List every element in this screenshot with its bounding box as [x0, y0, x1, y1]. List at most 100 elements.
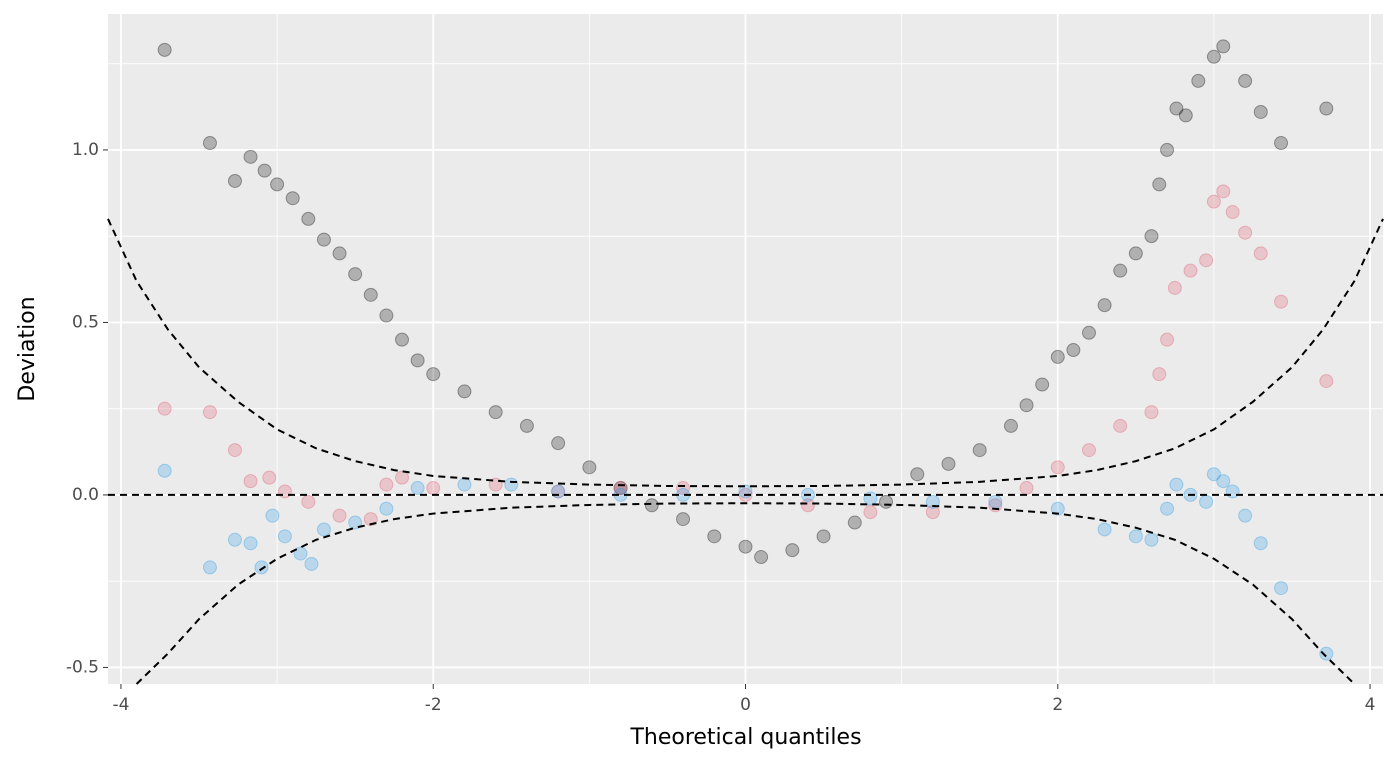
point [410, 353, 425, 368]
x-tick-label: -2 [425, 695, 442, 715]
point [1253, 246, 1268, 261]
point [972, 443, 987, 458]
point [988, 494, 1003, 509]
point [1178, 108, 1193, 123]
point [277, 529, 292, 544]
y-tick-label: -0.5 [66, 657, 99, 677]
point [1035, 377, 1050, 392]
point [816, 529, 831, 544]
point [800, 498, 815, 513]
point [379, 308, 394, 323]
point [1199, 253, 1214, 268]
point [157, 42, 172, 57]
point [227, 532, 242, 547]
point [925, 494, 940, 509]
point [301, 494, 316, 509]
y-tick-label: 0.0 [72, 485, 99, 505]
point [1019, 398, 1034, 413]
point [254, 560, 269, 575]
point [363, 287, 378, 302]
point [1225, 484, 1240, 499]
point [785, 543, 800, 558]
reference-line [107, 218, 1384, 488]
point [582, 460, 597, 475]
point [1216, 184, 1231, 199]
point [410, 481, 425, 496]
point [519, 418, 534, 433]
point [257, 163, 272, 178]
point [1152, 367, 1167, 382]
point [293, 546, 308, 561]
point [1097, 298, 1112, 313]
point [1167, 280, 1182, 295]
point [1160, 332, 1175, 347]
x-axis-title: Theoretical quantiles [629, 725, 861, 750]
point [754, 550, 769, 565]
point [202, 405, 217, 420]
point [202, 560, 217, 575]
y-axis-title: Deviation [15, 296, 40, 401]
point [1206, 194, 1221, 209]
point [457, 477, 472, 492]
point [1113, 418, 1128, 433]
x-tick-label: 4 [1365, 695, 1376, 715]
point [348, 267, 363, 282]
point [1050, 460, 1065, 475]
point [1003, 418, 1018, 433]
point [1050, 501, 1065, 516]
point [1274, 294, 1289, 309]
point [910, 467, 925, 482]
point [157, 401, 172, 416]
point [202, 136, 217, 151]
point [395, 332, 410, 347]
point [1066, 343, 1081, 358]
point [304, 556, 319, 571]
point [332, 508, 347, 523]
point [863, 491, 878, 506]
point [644, 498, 659, 513]
point [1319, 374, 1334, 389]
point [227, 443, 242, 458]
point [863, 505, 878, 520]
point [379, 477, 394, 492]
point [1128, 529, 1143, 544]
point [262, 470, 277, 485]
point [277, 484, 292, 499]
point [1160, 142, 1175, 157]
point [1019, 481, 1034, 496]
point [1199, 494, 1214, 509]
point [379, 501, 394, 516]
point [1238, 225, 1253, 240]
point [157, 463, 172, 478]
point [1144, 405, 1159, 420]
point [363, 512, 378, 527]
point [301, 211, 316, 226]
point [1274, 136, 1289, 151]
point [941, 456, 956, 471]
point [1081, 325, 1096, 340]
point [265, 508, 280, 523]
point [243, 149, 258, 164]
point [1169, 477, 1184, 492]
point [227, 173, 242, 188]
point [1206, 467, 1221, 482]
point [1225, 205, 1240, 220]
point [243, 536, 258, 551]
point [457, 384, 472, 399]
point [676, 512, 691, 527]
point [426, 367, 441, 382]
point [1050, 349, 1065, 364]
point [551, 484, 566, 499]
point [1144, 229, 1159, 244]
x-tick-label: -4 [112, 695, 129, 715]
point [707, 529, 722, 544]
point [395, 470, 410, 485]
point [676, 481, 691, 496]
reference-line [135, 502, 1356, 685]
point [1319, 101, 1334, 116]
point [1253, 104, 1268, 119]
point [285, 191, 300, 206]
point [1169, 101, 1184, 116]
point [1081, 443, 1096, 458]
